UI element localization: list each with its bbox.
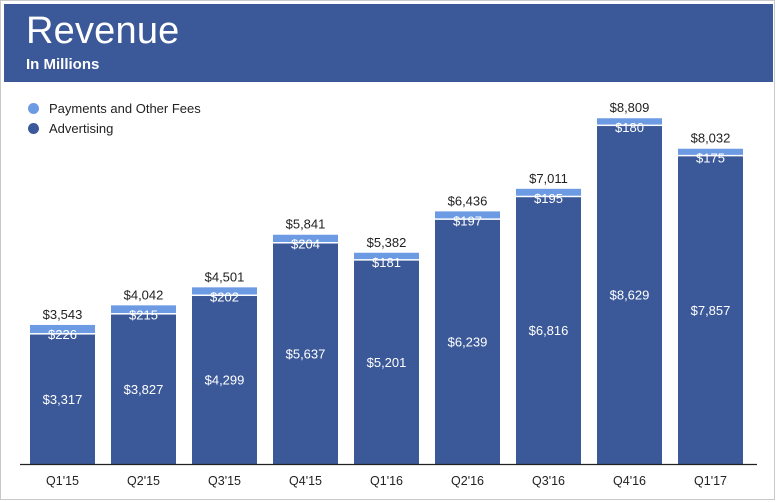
bar-separator (111, 313, 176, 315)
chart-header: Revenue In Millions (4, 4, 773, 82)
chart-legend: Payments and Other Fees Advertising (28, 98, 201, 138)
bar-separator (30, 333, 95, 335)
x-tick-label: Q1'15 (46, 474, 79, 488)
bar-payments (111, 305, 176, 314)
bar-advertising (435, 219, 500, 464)
data-label-payments: $204 (291, 237, 320, 252)
bar-separator (597, 124, 662, 127)
legend-item-advertising: Advertising (28, 118, 201, 138)
data-label-total: $4,042 (124, 287, 164, 302)
data-label-total: $4,501 (205, 269, 245, 284)
bar-payments (30, 324, 95, 334)
data-label-advertising: $8,629 (610, 288, 650, 303)
bar-payments (354, 252, 419, 260)
data-label-payments: $175 (696, 151, 725, 166)
data-label-payments: $226 (48, 327, 77, 342)
data-label-advertising: $3,317 (43, 392, 83, 407)
bar-payments (435, 211, 500, 219)
bar-advertising (597, 125, 662, 464)
x-tick-label: Q3'15 (208, 474, 241, 488)
data-label-payments: $195 (534, 191, 563, 206)
data-label-total: $5,382 (367, 235, 407, 250)
data-label-total: $3,543 (43, 307, 83, 322)
bar-advertising (192, 295, 257, 464)
x-tick-label: Q4'15 (289, 474, 322, 488)
data-label-payments: $197 (453, 213, 482, 228)
data-label-total: $8,032 (691, 131, 731, 146)
data-label-total: $6,436 (448, 193, 488, 208)
data-label-advertising: $5,637 (286, 346, 326, 361)
bar-advertising (30, 333, 95, 464)
bar-separator (273, 241, 338, 244)
x-tick-label: Q3'16 (532, 474, 565, 488)
bar-separator (678, 154, 743, 157)
data-label-advertising: $5,201 (367, 355, 407, 370)
x-tick-label: Q1'16 (370, 474, 403, 488)
chart-title: Revenue (26, 10, 180, 52)
bar-separator (354, 259, 419, 261)
x-tick-label: Q2'16 (451, 474, 484, 488)
data-label-advertising: $6,816 (529, 323, 569, 338)
data-label-advertising: $3,827 (124, 382, 164, 397)
x-tick-label: Q4'16 (613, 474, 646, 488)
bar-separator (516, 195, 581, 198)
data-label-payments: $181 (372, 255, 401, 270)
legend-swatch-payments (28, 102, 39, 114)
data-label-advertising: $4,299 (205, 373, 245, 388)
bar-payments (597, 118, 662, 125)
legend-label-payments: Payments and Other Fees (49, 100, 201, 116)
bar-separator (192, 294, 257, 297)
legend-item-payments: Payments and Other Fees (28, 98, 201, 118)
bar-payments (516, 188, 581, 196)
bar-advertising (678, 155, 743, 465)
data-label-total: $5,841 (286, 217, 326, 232)
data-label-payments: $215 (129, 307, 158, 322)
bar-payments (678, 148, 743, 155)
data-label-total: $8,809 (610, 100, 650, 115)
data-label-total: $7,011 (529, 171, 568, 186)
x-tick-label: Q1'17 (694, 474, 727, 488)
bar-advertising (516, 196, 581, 465)
bar-payments (192, 287, 257, 295)
chart-subtitle: In Millions (26, 56, 100, 73)
legend-label-advertising: Advertising (49, 120, 114, 136)
data-label-advertising: $7,857 (691, 303, 731, 318)
bar-advertising (354, 259, 419, 464)
bar-advertising (111, 313, 176, 464)
bar-advertising (273, 242, 338, 464)
x-tick-label: Q2'15 (127, 474, 160, 488)
data-label-payments: $180 (615, 120, 644, 135)
bar-payments (273, 234, 338, 242)
data-label-payments: $202 (210, 289, 239, 304)
data-label-advertising: $6,239 (448, 335, 488, 350)
legend-swatch-advertising (28, 122, 39, 134)
bar-separator (435, 218, 500, 220)
